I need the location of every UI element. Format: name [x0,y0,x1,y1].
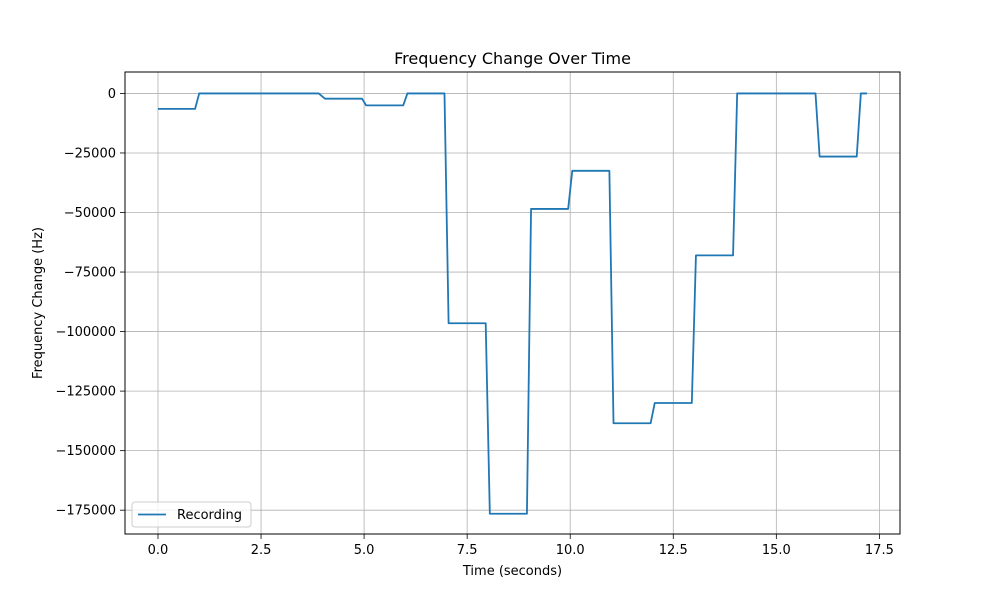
x-tick-label: 5.0 [354,543,375,558]
x-axis-label: Time (seconds) [462,564,562,579]
y-tick-label: −100000 [55,325,116,340]
y-tick-label: −175000 [55,504,116,519]
series-line-recording [157,92,868,515]
legend-box [131,501,252,528]
y-tick-label: −125000 [55,385,116,400]
x-tick-label: 7.5 [457,543,478,558]
y-tick-label: 0 [108,87,116,102]
y-tick-label: −150000 [55,444,116,459]
y-axis-label: Frequency Change (Hz) [31,227,46,379]
x-tick-label: 2.5 [251,543,272,558]
legend-label-recording: Recording [177,508,242,523]
y-tick-label: −50000 [64,206,116,221]
x-tick-label: 17.5 [865,543,894,558]
x-tick-label: 15.0 [762,543,791,558]
ticks-layer: 0.0 2.5 5.0 7.5 10.0 12.5 15.0 17.5 0 −25000 −5000… [55,87,893,558]
y-tick-label: −25000 [64,146,116,161]
chart-title: Frequency Change Over Time [394,49,631,68]
series-layer [157,92,868,515]
plot-frame [124,71,901,535]
x-tick-label: 0.0 [148,543,169,558]
y-tick-label: −75000 [64,266,116,281]
x-tick-label: 10.0 [556,543,585,558]
x-tick-label: 12.5 [659,543,688,558]
legend: Recording [131,501,252,528]
